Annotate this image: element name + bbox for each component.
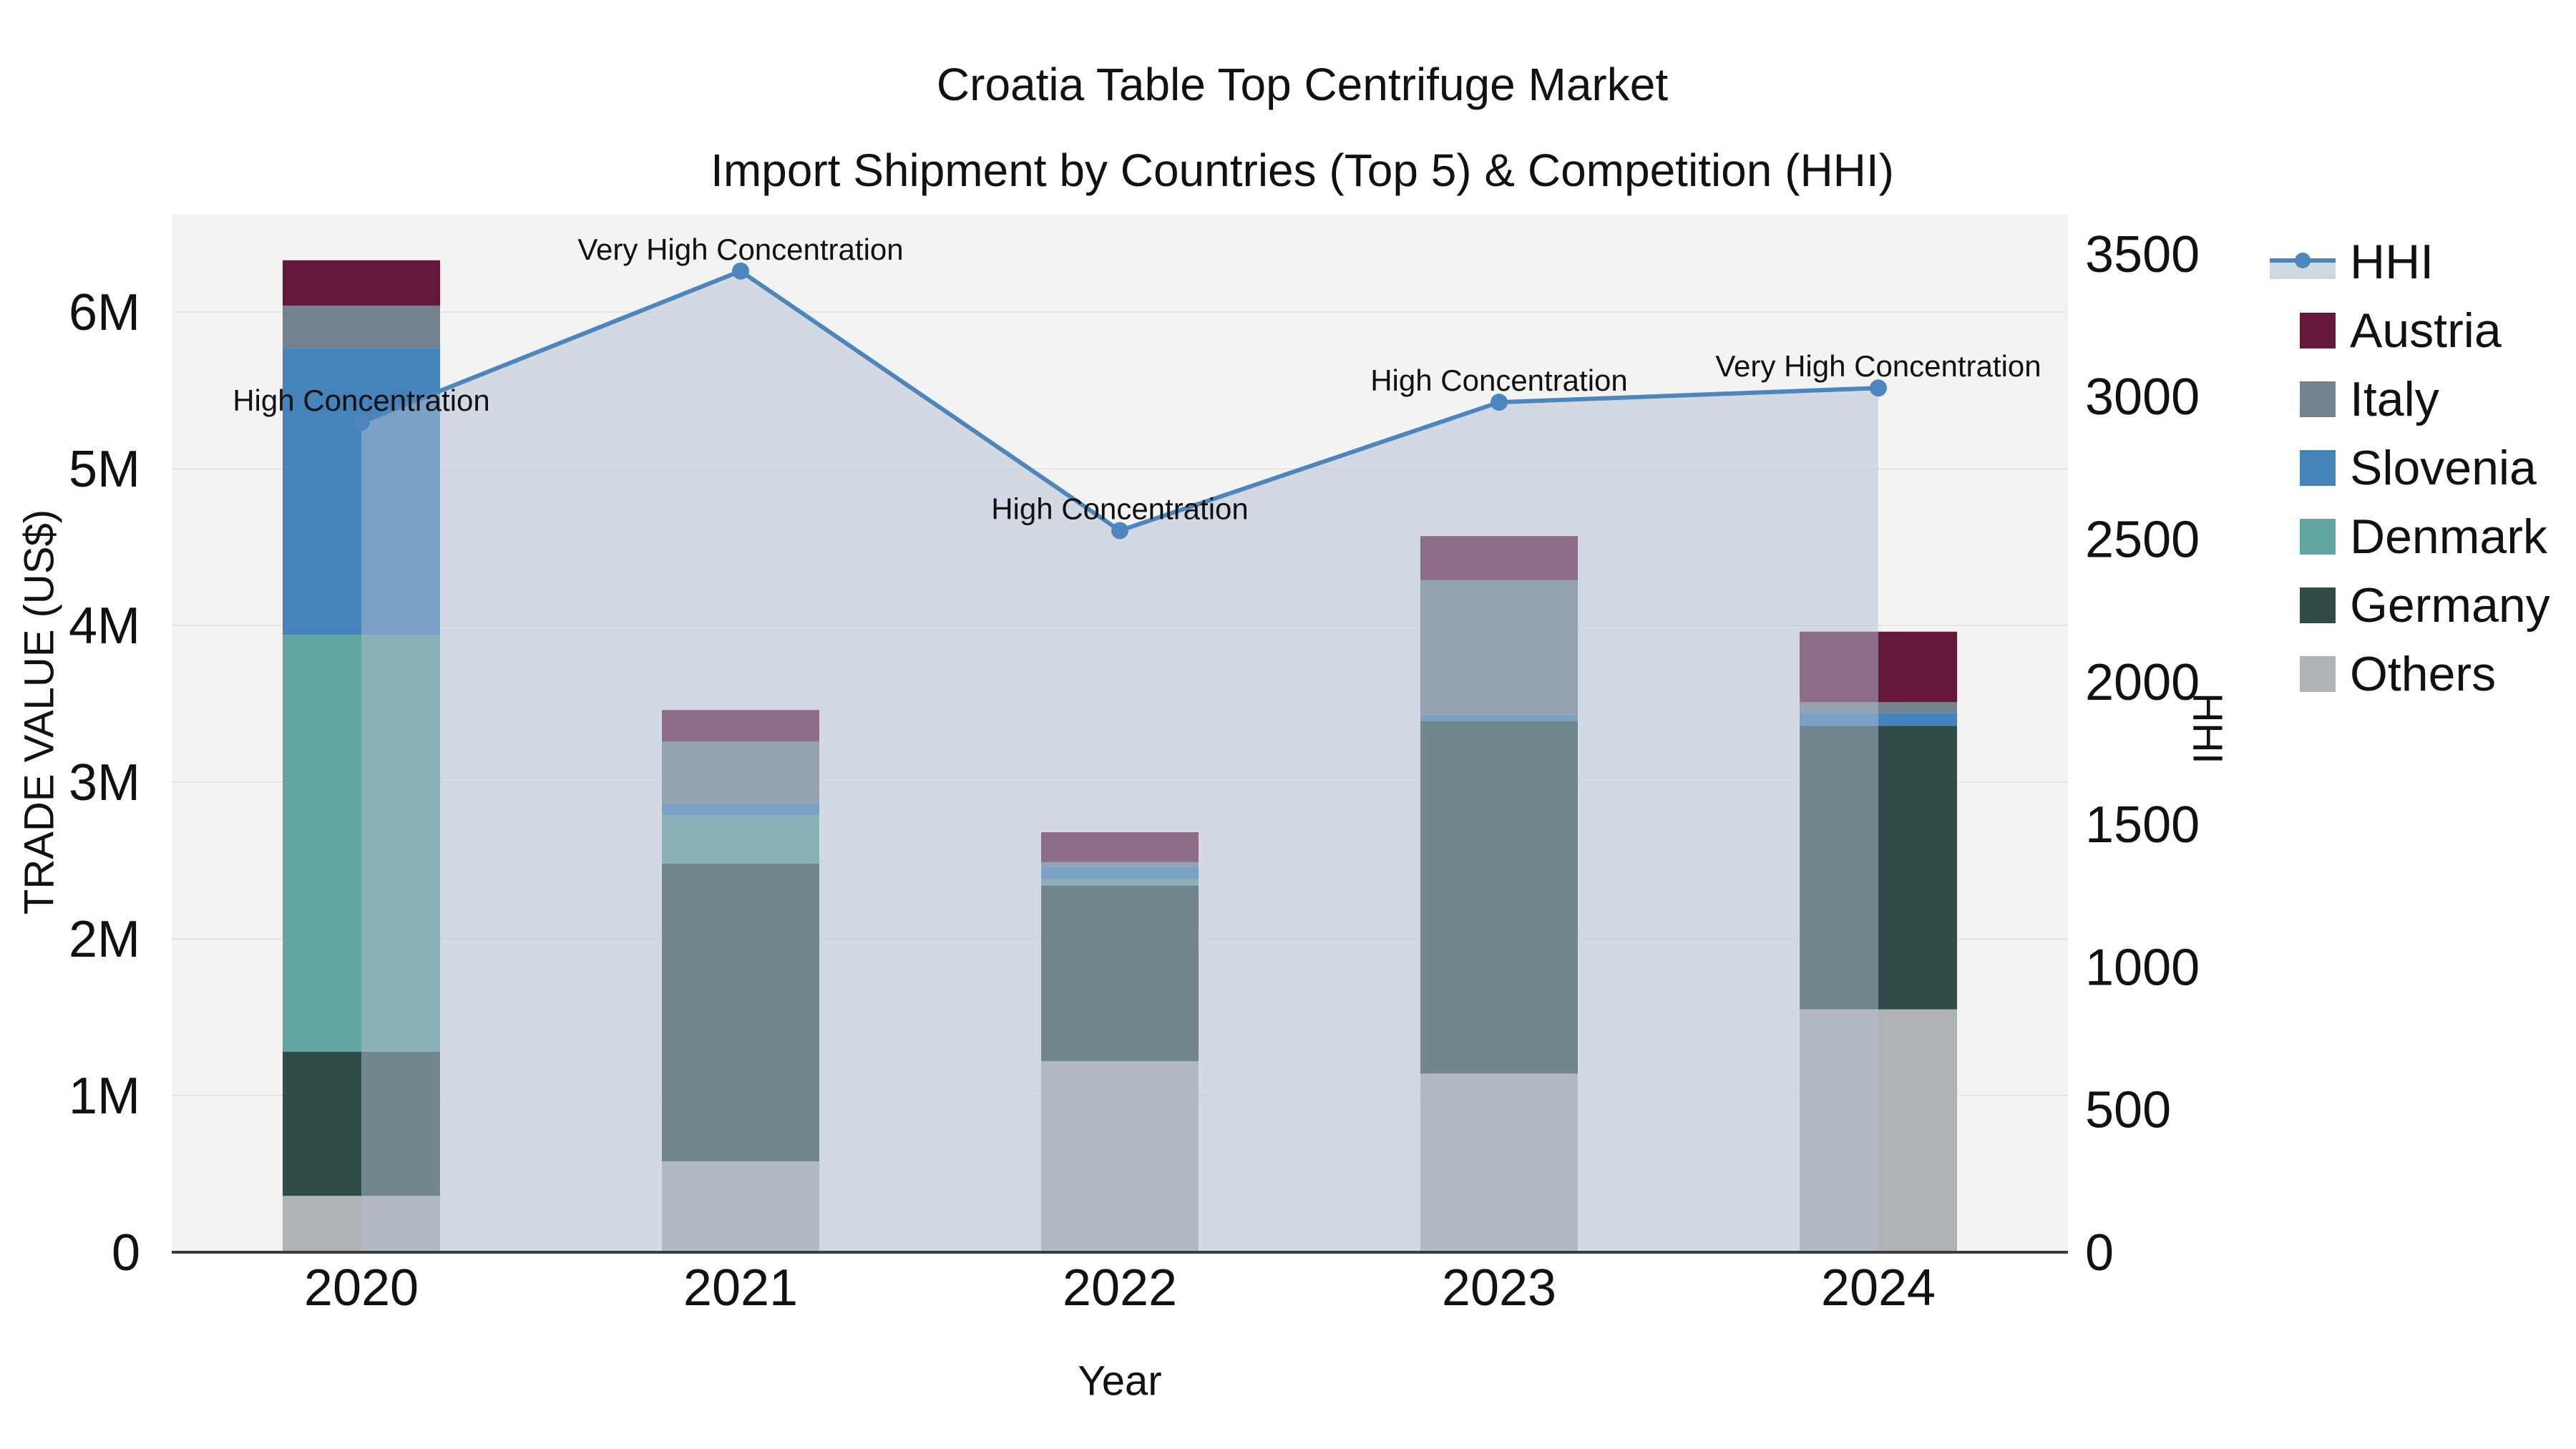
color-swatch-icon: [2270, 381, 2336, 417]
x-tick-2022: 2022: [1063, 1259, 1177, 1317]
hhi-area-fill: [361, 270, 1878, 1252]
swatch-austria: [2300, 313, 2336, 348]
swatch-slovenia: [2300, 450, 2336, 486]
color-swatch-icon: [2270, 587, 2336, 623]
x-tick-2020: 2020: [304, 1259, 419, 1317]
y-right-tick-1500: 1500: [2085, 796, 2200, 854]
legend-item-austria[interactable]: Austria: [2270, 296, 2550, 365]
y-left-tick-2M: 2M: [69, 911, 140, 968]
color-swatch-icon: [2270, 450, 2336, 486]
legend-label-germany: Germany: [2350, 578, 2550, 633]
color-swatch-icon: [2270, 656, 2336, 692]
color-swatch-icon: [2270, 519, 2336, 555]
legend-item-slovenia[interactable]: Slovenia: [2270, 434, 2550, 502]
legend-item-others[interactable]: Others: [2270, 640, 2550, 708]
y-right-tick-0: 0: [2085, 1224, 2114, 1282]
legend: HHI Austria Italy Slovenia Denmark Germany Oth…: [2270, 228, 2550, 708]
annotation-2021: Very High Concentration: [577, 233, 903, 266]
annotation-2022: High Concentration: [991, 492, 1249, 526]
y-left-tick-6M: 6M: [69, 284, 140, 341]
hhi-marker-2020[interactable]: [353, 414, 370, 431]
legend-item-italy[interactable]: Italy: [2270, 365, 2550, 434]
y-right-tick-3000: 3000: [2085, 369, 2200, 426]
annotation-2020: High Concentration: [233, 384, 490, 417]
swatch-italy: [2300, 381, 2336, 417]
x-tick-2021: 2021: [683, 1259, 798, 1317]
hhi-marker-2022[interactable]: [1111, 522, 1128, 540]
legend-item-hhi[interactable]: HHI: [2270, 228, 2550, 296]
legend-label-denmark: Denmark: [2350, 509, 2547, 564]
y-right-tick-3500: 3500: [2085, 226, 2200, 283]
y-right-tick-500: 500: [2085, 1082, 2171, 1139]
legend-item-denmark[interactable]: Denmark: [2270, 502, 2550, 571]
annotation-2023: High Concentration: [1370, 364, 1628, 397]
legend-item-germany[interactable]: Germany: [2270, 571, 2550, 640]
y-left-tick-1M: 1M: [69, 1068, 140, 1125]
y-right-tick-2000: 2000: [2085, 654, 2200, 711]
legend-label-austria: Austria: [2350, 303, 2502, 358]
x-tick-2023: 2023: [1442, 1259, 1556, 1317]
annotation-2024: Very High Concentration: [1715, 349, 2041, 383]
hhi-line-sample-icon: [2270, 243, 2336, 280]
y-axis-title-left: TRADE VALUE (US$): [16, 509, 63, 915]
y-axis-title-right: HHI: [2184, 693, 2231, 764]
bar-segment-italy-2020[interactable]: [283, 306, 440, 348]
legend-label-others: Others: [2350, 647, 2497, 701]
y-left-tick-0: 0: [112, 1224, 140, 1282]
legend-label-slovenia: Slovenia: [2350, 441, 2537, 495]
y-left-tick-4M: 4M: [69, 597, 140, 655]
y-right-tick-2500: 2500: [2085, 512, 2200, 569]
hhi-marker-2021[interactable]: [732, 262, 749, 280]
chart-title: Croatia Table Top Centrifuge Market Impo…: [0, 42, 2576, 213]
y-right-tick-1000: 1000: [2085, 939, 2200, 996]
x-tick-2024: 2024: [1821, 1259, 1936, 1317]
y-left-tick-3M: 3M: [69, 754, 140, 811]
legend-label-hhi: HHI: [2350, 235, 2434, 289]
bar-segment-austria-2020[interactable]: [283, 260, 440, 306]
y-left-tick-5M: 5M: [69, 441, 140, 498]
swatch-others: [2300, 656, 2336, 692]
chart-title-line2: Import Shipment by Countries (Top 5) & C…: [711, 145, 1894, 196]
x-axis-title: Year: [1078, 1357, 1162, 1405]
legend-label-italy: Italy: [2350, 372, 2439, 426]
swatch-germany: [2300, 587, 2336, 623]
chart-title-line1: Croatia Table Top Centrifuge Market: [936, 59, 1669, 110]
hhi-marker-2024[interactable]: [1870, 379, 1887, 397]
color-swatch-icon: [2270, 313, 2336, 348]
hhi-marker-2023[interactable]: [1491, 394, 1508, 411]
hhi-sample-dot: [2295, 253, 2311, 268]
swatch-denmark: [2300, 519, 2336, 555]
